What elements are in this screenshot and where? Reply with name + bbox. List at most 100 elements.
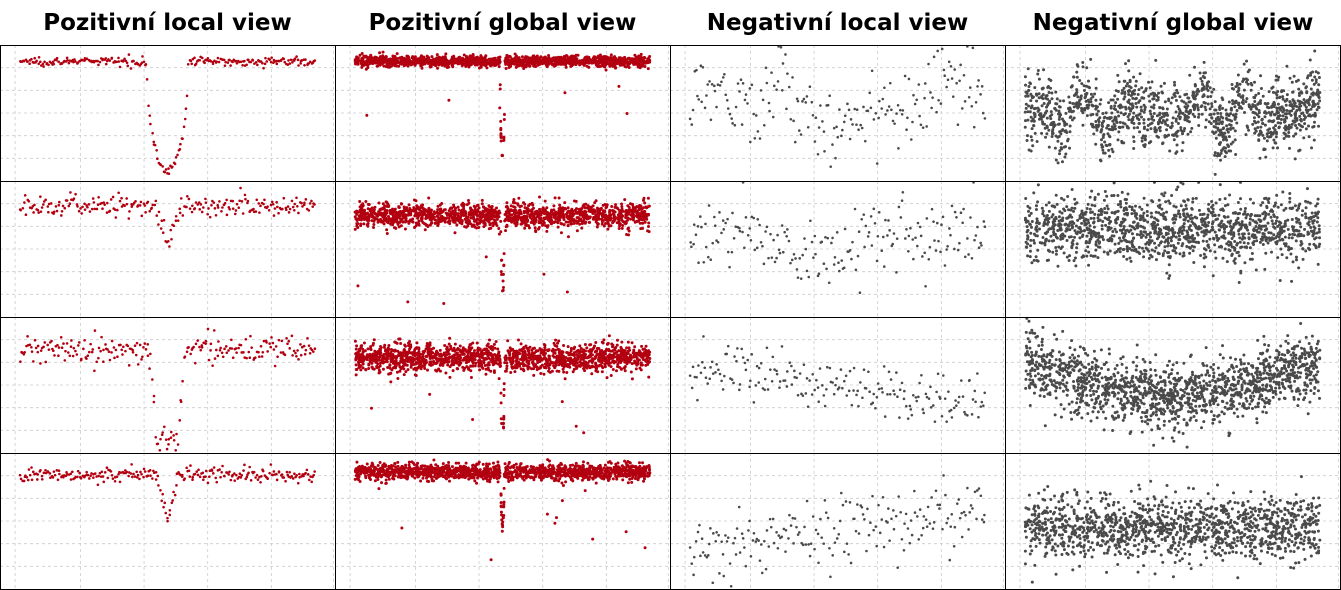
data-point [291,61,294,64]
data-point [464,60,468,64]
data-point [500,272,504,276]
data-point [1318,91,1322,95]
data-point [1276,102,1280,106]
data-point [584,59,588,63]
data-point [1062,99,1066,103]
data-point [1283,132,1287,136]
data-point [394,226,398,230]
data-point [1026,134,1029,138]
data-point [157,223,160,226]
data-point [1047,128,1051,132]
data-point [1091,112,1095,116]
data-point [1082,89,1086,93]
data-point [134,200,137,203]
data-point [355,212,359,216]
data-point [47,63,50,67]
data-point [565,290,569,294]
data-point [1064,152,1068,156]
data-point [1317,76,1321,80]
data-point [851,123,854,126]
data-point [499,258,503,262]
data-point [574,53,578,57]
data-point [472,216,476,220]
data-point [1086,104,1090,108]
data-point [1219,112,1223,115]
data-point [557,58,561,62]
data-point [313,59,317,62]
data-point [1227,135,1231,139]
data-point [761,98,765,102]
data-point [909,138,913,141]
data-point [688,117,692,121]
data-point [1304,127,1308,131]
data-point [1155,93,1159,97]
data-point [269,60,273,64]
data-point [1213,172,1217,176]
data-point [275,200,278,204]
data-point [1081,123,1085,127]
data-point [1039,117,1043,121]
data-point [297,64,300,67]
data-point [1064,145,1068,149]
data-point [1198,71,1202,75]
data-point [532,217,536,221]
data-point [1093,92,1097,96]
data-point [883,86,886,90]
data-point [512,59,516,63]
data-point [1161,107,1165,111]
data-point [1083,96,1087,100]
data-point [709,118,713,122]
data-point [24,58,28,62]
data-point [577,207,581,211]
data-point [594,61,598,65]
data-point [699,64,703,68]
data-point [893,122,896,125]
data-point [1192,91,1196,95]
data-point [1294,124,1298,128]
data-point [118,65,122,69]
data-point [282,196,286,200]
data-point [155,214,159,217]
data-point [1094,119,1098,123]
data-point [1026,67,1030,71]
data-point [1225,112,1229,116]
data-point [1299,104,1303,108]
data-point [1076,95,1080,99]
data-point [23,201,26,204]
data-point [226,61,230,64]
data-point [97,63,100,67]
data-point [608,215,612,219]
data-point [1257,138,1261,142]
data-point [1027,104,1031,108]
data-point [606,227,610,231]
data-point [228,207,231,211]
data-point [1216,126,1220,130]
column-title-positive-local: Pozitivní local view [43,10,292,36]
data-point [272,61,275,64]
data-point [359,224,363,228]
column-title-negative-local: Negativní local view [706,10,969,36]
data-point [285,208,288,212]
data-point [1223,149,1227,153]
data-point [1193,84,1197,88]
data-point [114,216,118,219]
data-point [410,219,414,223]
data-point [816,152,820,156]
data-point [88,210,92,213]
data-point [604,68,608,72]
data-point [1218,158,1222,162]
data-point [265,60,269,63]
data-point [1089,57,1093,61]
data-point [1150,105,1154,109]
data-point [771,115,775,119]
data-point [900,113,904,116]
data-point [1199,77,1203,81]
data-point [538,207,542,211]
data-point [160,219,164,223]
data-point [471,54,475,58]
data-point [1042,68,1046,72]
data-point [502,264,506,268]
data-point [235,61,239,65]
data-point [1163,134,1167,138]
data-point [1273,128,1277,132]
